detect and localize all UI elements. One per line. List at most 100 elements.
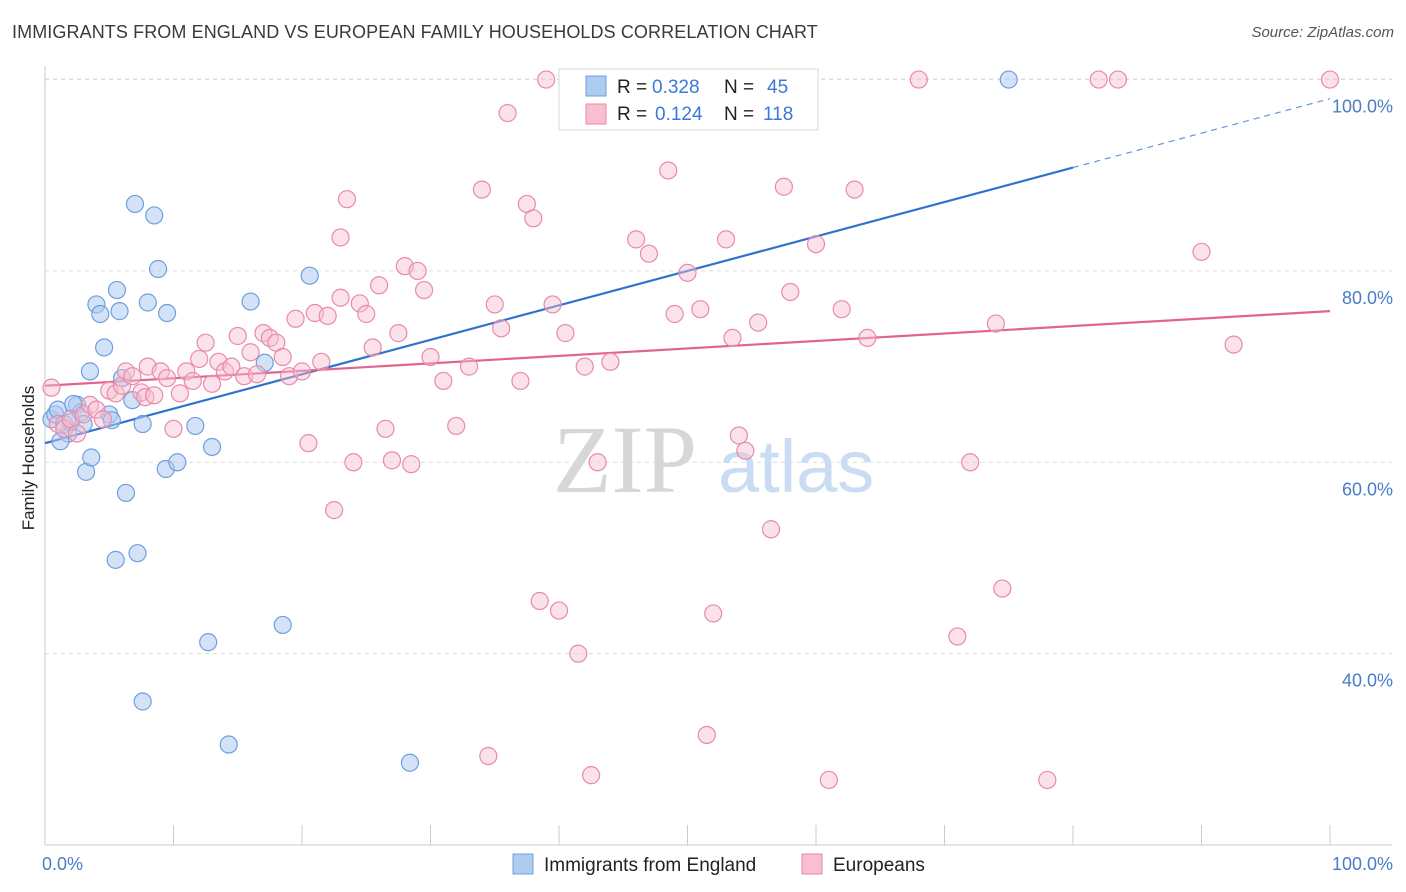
point-europeans-99 [819, 770, 838, 790]
point-europeans-54 [382, 451, 402, 470]
point-europeans-4 [68, 424, 87, 443]
point-immigrants-26 [125, 194, 145, 214]
trend-line-extension-immigrants-from-england [1072, 98, 1331, 169]
point-europeans-37 [273, 347, 292, 367]
point-europeans-72 [537, 70, 556, 89]
point-immigrants-27 [133, 414, 152, 434]
point-europeans-44 [318, 306, 337, 325]
point-europeans-26 [202, 374, 222, 393]
bottom-legend: Immigrants from England Europeans [512, 853, 925, 876]
watermark-zip: ZIP [553, 406, 697, 513]
point-europeans-87 [697, 725, 716, 745]
point-europeans-13 [123, 367, 142, 386]
point-europeans-52 [370, 276, 389, 295]
point-immigrants-15 [91, 304, 110, 324]
point-immigrants-34 [186, 416, 205, 436]
point-europeans-79 [588, 453, 607, 472]
point-europeans-103 [909, 70, 928, 89]
point-europeans-59 [414, 280, 434, 300]
point-europeans-112 [1224, 335, 1243, 354]
point-europeans-74 [549, 601, 569, 620]
point-europeans-43 [312, 352, 331, 371]
point-europeans-25 [196, 333, 215, 352]
point-europeans-84 [665, 304, 684, 324]
y-axis-label: Family Households [19, 386, 38, 531]
point-immigrants-38 [219, 735, 238, 754]
point-europeans-105 [961, 453, 980, 472]
series-immigrants-from-england [42, 70, 1018, 772]
point-europeans-93 [736, 441, 755, 460]
x-tick-label-1: 100.0% [1332, 854, 1393, 874]
point-europeans-55 [389, 324, 408, 343]
point-europeans-63 [459, 357, 479, 376]
point-europeans-114 [479, 746, 498, 766]
point-europeans-23 [183, 371, 202, 391]
bottom-legend-label-pink: Europeans [833, 855, 925, 876]
point-immigrants-19 [107, 280, 127, 300]
point-europeans-46 [331, 288, 350, 307]
point-europeans-85 [678, 263, 697, 282]
point-europeans-92 [729, 426, 749, 445]
bottom-legend-swatch-blue [512, 853, 534, 875]
point-europeans-82 [639, 244, 659, 263]
point-europeans-33 [247, 365, 267, 384]
point-immigrants-22 [116, 483, 136, 503]
y-tick-label-0: 40.0% [1342, 671, 1393, 691]
point-europeans-107 [993, 579, 1012, 598]
point-europeans-50 [357, 304, 376, 324]
point-europeans-108 [1038, 770, 1057, 790]
tick-labels: 40.0% 60.0% 80.0% 100.0% 0.0% 100.0% [42, 97, 1393, 874]
point-europeans-88 [704, 604, 723, 623]
point-europeans-90 [716, 230, 736, 249]
point-immigrants-43 [400, 753, 420, 772]
trend-line-immigrants-from-england [44, 166, 1074, 445]
point-europeans-48 [344, 453, 363, 472]
point-europeans-78 [582, 766, 601, 785]
legend-n-label-2: N = [724, 104, 754, 125]
point-europeans-67 [498, 103, 517, 123]
point-europeans-66 [492, 319, 511, 338]
point-europeans-19 [157, 368, 177, 388]
point-europeans-97 [781, 282, 800, 302]
point-europeans-15 [136, 388, 155, 407]
point-immigrants-39 [241, 292, 260, 311]
point-europeans-64 [472, 180, 491, 199]
point-europeans-20 [164, 419, 183, 438]
y-tick-label-1: 60.0% [1342, 479, 1393, 499]
legend-n-value-2: 118 [763, 104, 793, 125]
point-europeans-76 [569, 644, 588, 663]
point-europeans-32 [241, 343, 260, 362]
point-europeans-106 [986, 314, 1006, 333]
point-immigrants-25 [106, 550, 125, 569]
legend-box: R = 0.328 N = 45 R = 0.124 N = 118 [558, 68, 819, 131]
chart-title: IMMIGRANTS FROM ENGLAND VS EUROPEAN FAMI… [12, 22, 818, 42]
x-tick-label-0: 0.0% [42, 854, 83, 874]
point-europeans-75 [556, 324, 575, 343]
legend-r-value-1: 0.328 [652, 77, 700, 98]
point-europeans-53 [376, 419, 395, 438]
legend-r-label-2: R = [617, 104, 647, 125]
watermark-atlas: atlas [718, 425, 874, 508]
point-europeans-73 [543, 295, 562, 314]
point-europeans-7 [87, 400, 106, 419]
point-europeans-40 [292, 362, 312, 381]
point-europeans-80 [601, 352, 620, 371]
point-europeans-111 [1192, 242, 1211, 261]
point-immigrants-41 [273, 615, 292, 635]
point-immigrants-29 [145, 206, 164, 225]
point-immigrants-30 [148, 259, 168, 279]
point-europeans-18 [151, 362, 170, 381]
point-europeans-41 [299, 434, 318, 453]
point-europeans-45 [325, 501, 344, 520]
point-europeans-81 [626, 230, 646, 249]
trend-line-europeans [44, 310, 1331, 387]
point-immigrants-42 [300, 266, 319, 285]
y-tick-label-2: 80.0% [1342, 288, 1393, 308]
y-tick-label-3: 100.0% [1332, 97, 1393, 117]
axes [44, 66, 1392, 846]
legend-n-label-1: N = [724, 77, 754, 98]
point-europeans-77 [575, 357, 594, 376]
point-europeans-0 [42, 378, 61, 397]
gridlines [45, 78, 1392, 655]
